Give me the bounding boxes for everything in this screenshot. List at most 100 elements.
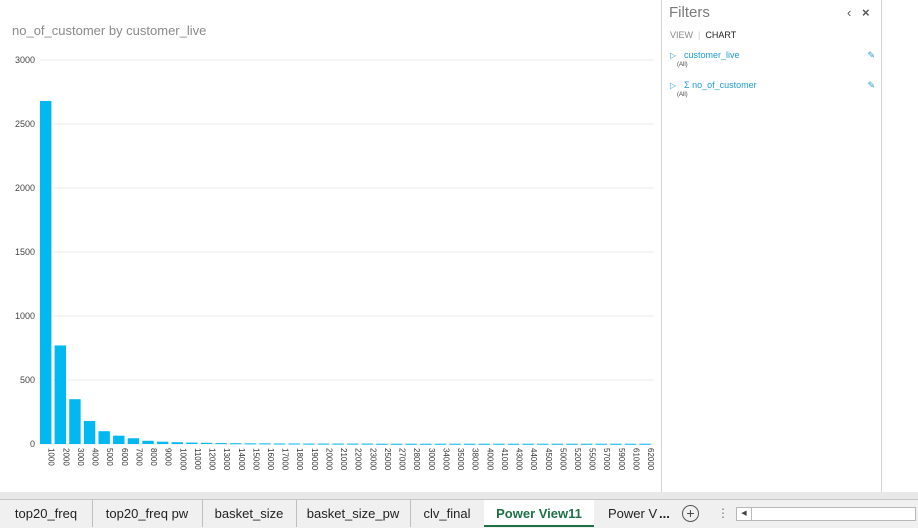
eraser-icon[interactable]: ✎ (867, 50, 875, 60)
bar[interactable] (610, 443, 622, 445)
x-tick-label: 6000 (120, 448, 129, 466)
horizontal-scrollbar[interactable]: ◀ (736, 507, 916, 521)
sheet-tab-bar: top20_freq top20_freq pw basket_size bas… (0, 499, 918, 528)
filters-pane: Filters ‹ × VIEW | CHART ▷ customer_live (… (661, 0, 882, 492)
bar[interactable] (288, 443, 300, 445)
bar[interactable] (244, 443, 257, 445)
expand-triangle-icon[interactable]: ▷ (670, 81, 677, 90)
separator-strip (0, 492, 918, 499)
bar[interactable] (171, 442, 183, 444)
sheet-tab-active[interactable]: Power View11 (484, 500, 594, 527)
bar[interactable] (142, 440, 154, 444)
scroll-left-arrow-icon[interactable]: ◀ (737, 508, 752, 520)
bar[interactable] (639, 443, 651, 445)
x-tick-label: 19000 (310, 448, 319, 471)
bar[interactable] (580, 443, 593, 445)
y-tick-label: 3000 (15, 55, 35, 65)
filter-value: (All) (677, 62, 688, 68)
bar[interactable] (215, 443, 227, 445)
tab-chart[interactable]: CHART (705, 30, 737, 40)
y-tick-label: 2000 (15, 183, 35, 193)
x-tick-label: 44000 (529, 448, 538, 471)
bar[interactable] (259, 443, 271, 445)
filter-item-customer-live[interactable]: ▷ customer_live (All) ✎ (670, 50, 875, 76)
bar[interactable] (376, 443, 388, 445)
bar[interactable] (449, 443, 461, 445)
bar[interactable] (361, 443, 374, 445)
bar[interactable] (595, 443, 607, 445)
bar[interactable] (551, 443, 564, 445)
close-icon[interactable]: × (862, 5, 870, 20)
bar[interactable] (624, 443, 637, 445)
sheet-tab[interactable]: top20_freq (0, 500, 93, 527)
bar[interactable] (507, 443, 520, 445)
bar[interactable] (434, 443, 447, 445)
x-tick-label: 30000 (427, 448, 436, 471)
x-tick-label: 28000 (412, 448, 421, 471)
x-tick-label: 25000 (383, 448, 392, 471)
bar[interactable] (303, 443, 315, 445)
x-tick-label: 34000 (441, 448, 450, 471)
x-tick-label: 57000 (602, 448, 611, 471)
bar[interactable] (69, 399, 81, 444)
bar[interactable] (113, 435, 125, 444)
bar[interactable] (332, 443, 344, 445)
bar[interactable] (493, 443, 505, 445)
bar[interactable] (230, 443, 242, 445)
add-sheet-icon[interactable]: + (682, 505, 699, 522)
chart-area: no_of_customer by customer_live 0 500 1000… (12, 23, 656, 471)
bar[interactable] (317, 443, 330, 445)
sheet-tab[interactable]: clv_final (410, 500, 485, 527)
bar[interactable] (347, 443, 359, 445)
bar[interactable] (200, 442, 213, 444)
x-tick-label: 12000 (208, 448, 217, 471)
bar[interactable] (522, 443, 534, 445)
bar[interactable] (390, 443, 403, 445)
sheet-tab[interactable]: basket_size_pw (296, 500, 411, 527)
x-tick-label: 13000 (222, 448, 231, 471)
bar[interactable] (186, 442, 198, 444)
bar[interactable] (40, 100, 52, 445)
bar[interactable] (83, 420, 96, 444)
sheet-tab[interactable]: basket_size (202, 500, 297, 527)
expand-triangle-icon[interactable]: ▷ (670, 51, 677, 60)
bar-chart: 0 500 1000 1500 2000 2500 3000 1000 2000 3000 4000… (15, 55, 655, 471)
y-tick-label: 0 (30, 439, 35, 449)
x-tick-label: 21000 (339, 448, 348, 471)
bar[interactable] (127, 438, 140, 444)
bar[interactable] (273, 443, 286, 445)
bar[interactable] (478, 443, 490, 445)
x-tick-label: 11000 (193, 448, 202, 470)
x-tick-label: 55000 (588, 448, 597, 471)
bar[interactable] (98, 431, 110, 444)
bar[interactable] (420, 443, 432, 445)
x-tick-label: 16000 (266, 448, 275, 471)
bar[interactable] (463, 443, 476, 445)
y-tick-label: 1000 (15, 311, 35, 321)
x-tick-label: 15000 (251, 448, 260, 471)
filter-name[interactable]: Σ no_of_customer (684, 80, 757, 90)
bar[interactable] (537, 443, 549, 445)
x-tick-label: 59000 (617, 448, 626, 471)
filters-tab-row: VIEW | CHART (670, 30, 736, 40)
x-tick-label: 52000 (573, 448, 582, 471)
sheet-tab[interactable]: Power V (608, 506, 658, 521)
splitter-grip-icon[interactable]: ⋮ (717, 506, 729, 520)
chevron-left-icon[interactable]: ‹ (847, 5, 852, 20)
x-tick-label: 18000 (295, 448, 304, 471)
x-tick-label: 5000 (105, 448, 114, 466)
sigma-icon: Σ (684, 80, 690, 90)
x-tick-label: 2000 (61, 448, 70, 466)
x-tick-label: 41000 (500, 448, 509, 471)
sheet-tab[interactable]: top20_freq pw (92, 500, 203, 527)
tab-view[interactable]: VIEW (670, 30, 694, 40)
bar[interactable] (405, 443, 417, 445)
bar[interactable] (156, 441, 169, 444)
filter-name[interactable]: customer_live (684, 50, 740, 60)
eraser-icon[interactable]: ✎ (867, 80, 875, 90)
filter-item-no-of-customer[interactable]: ▷ Σ no_of_customer (All) ✎ (670, 80, 875, 106)
bar[interactable] (54, 345, 67, 444)
bar[interactable] (566, 443, 578, 445)
y-tick-label: 2500 (15, 119, 35, 129)
more-sheets-ellipsis[interactable]: ... (659, 506, 670, 521)
